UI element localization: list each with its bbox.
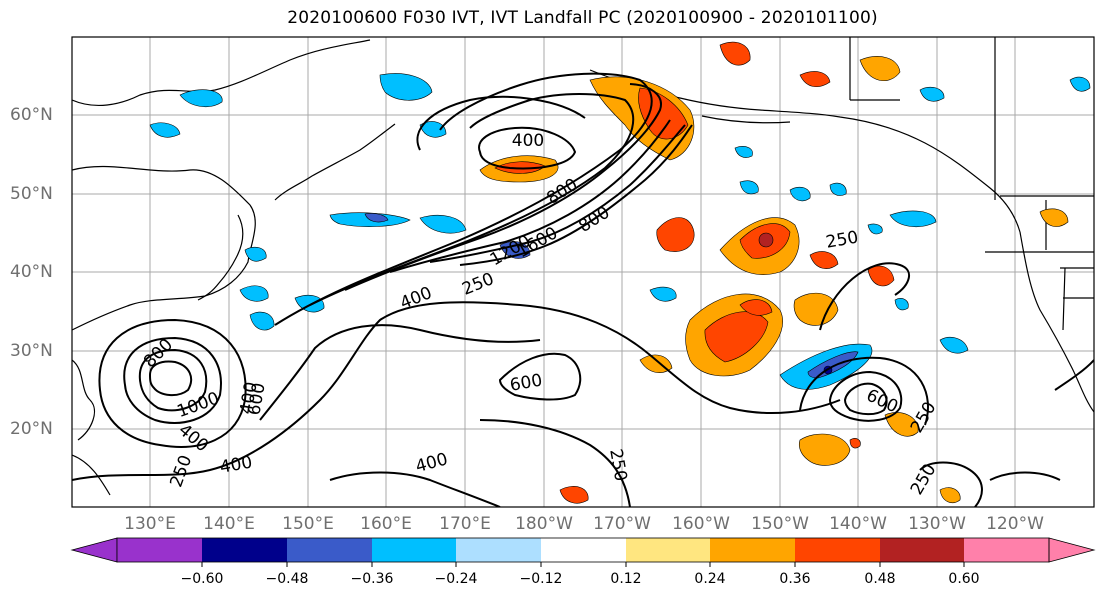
colorbar-tick-label: 0.60 [948, 571, 980, 587]
colorbar-segment [202, 538, 287, 562]
lat-label: 60°N [10, 105, 53, 125]
colorbar-tick-label: −0.36 [350, 571, 394, 587]
lon-label: 160°W [672, 514, 730, 534]
map-title: 2020100600 F030 IVT, IVT Landfall PC (20… [287, 8, 878, 28]
colorbar-segment [372, 538, 456, 562]
colorbar-tick-label: 0.36 [779, 571, 811, 587]
coastlines [72, 37, 1094, 496]
colorbar-tick-label: −0.12 [519, 571, 563, 587]
colorbar-segment [710, 538, 795, 562]
colorbar-segment [541, 538, 626, 562]
lat-label: 40°N [10, 262, 53, 282]
lat-label: 50°N [10, 184, 53, 204]
colorbar-segment [456, 538, 541, 562]
colorbar-segment [626, 538, 710, 562]
colorbar-tick-label: −0.48 [265, 571, 309, 587]
colorbar-segment [964, 538, 1049, 562]
pc-shading-negative [149, 73, 1091, 390]
colorbar-segment [287, 538, 372, 562]
pc-shading-positive [479, 41, 1069, 504]
lon-label: 150°E [282, 514, 334, 534]
colorbar [70, 537, 1096, 567]
colorbar-extend-low [70, 537, 118, 563]
map-frame [71, 36, 1095, 508]
lon-label: 170°E [439, 514, 491, 534]
contour-label: 400 [512, 131, 544, 151]
graticule [72, 37, 1094, 507]
colorbar-segment [117, 538, 202, 562]
lon-label: 150°W [751, 514, 809, 534]
colorbar-segment [795, 538, 880, 562]
colorbar-tick-label: 0.12 [610, 571, 642, 587]
colorbar-tick-label: −0.60 [180, 571, 224, 587]
lon-label: 120°W [986, 514, 1044, 534]
colorbar-tick-label: 0.48 [864, 571, 896, 587]
lon-label: 160°E [360, 514, 412, 534]
lon-label: 140°E [203, 514, 255, 534]
colorbar-extend-high [1048, 537, 1096, 563]
colorbar-tick-label: −0.24 [434, 571, 478, 587]
colorbar-segment [880, 538, 964, 562]
map-area [72, 37, 1094, 507]
lon-label: 130°E [124, 514, 176, 534]
lon-label: 140°W [829, 514, 887, 534]
lon-label: 130°W [908, 514, 966, 534]
lon-label: 170°W [593, 514, 651, 534]
ivt-contours [72, 72, 1094, 507]
lat-label: 20°N [10, 419, 53, 439]
lon-label: 180°W [515, 514, 573, 534]
lat-label: 30°N [10, 341, 53, 361]
colorbar-tick-label: 0.24 [694, 571, 726, 587]
